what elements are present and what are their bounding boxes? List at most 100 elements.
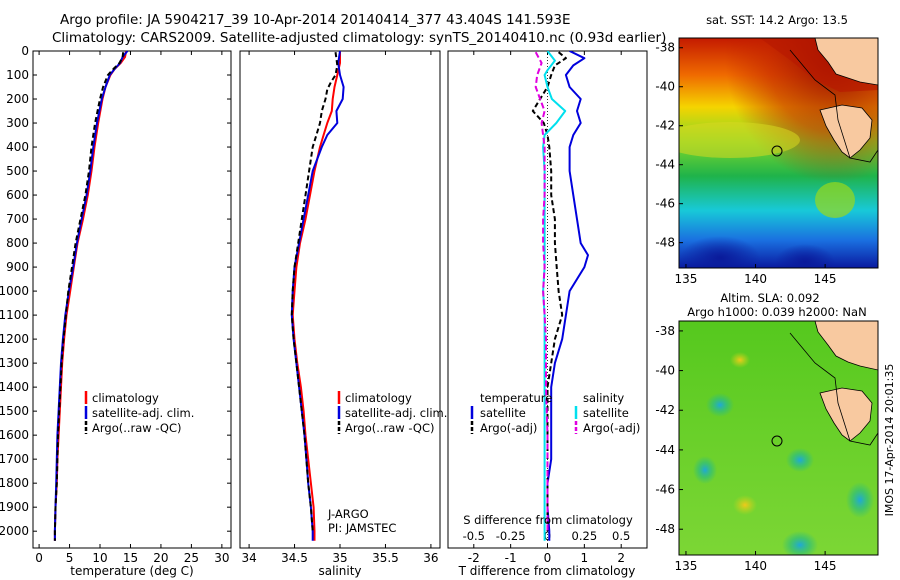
sla-low-2 [782, 531, 818, 555]
map-y-tick-label: -40 [655, 364, 675, 378]
legend-t-argo: Argo(-adj) [480, 421, 537, 435]
sst-map-frame [678, 37, 879, 269]
x-tick-label: 5 [66, 551, 74, 565]
map-y-tick-label: -48 [655, 236, 675, 250]
map-x-tick-label: 145 [814, 272, 837, 286]
sst-map-title: sat. SST: 14.2 Argo: 13.5 [706, 13, 848, 27]
s-tick-label: -0.25 [496, 529, 526, 543]
y-tick-label: 200 [6, 92, 29, 106]
map-y-tick-label: -46 [655, 197, 675, 211]
map-x-tick-label: 140 [744, 559, 767, 573]
y-tick-label: 1700 [0, 452, 29, 466]
x-tick-label: 0 [35, 551, 43, 565]
legend-title-salinity: salinity [583, 391, 624, 405]
x-tick-label: 1 [581, 551, 589, 565]
map-x-tick-label: 135 [675, 559, 698, 573]
sla-mainland-australia [814, 321, 878, 371]
title-line-1: Argo profile: JA 5904217_39 10-Apr-2014 … [60, 12, 571, 28]
x-tick-label: -1 [505, 551, 517, 565]
title-line-2: Climatology: CARS2009. Satellite-adjuste… [52, 30, 666, 46]
y-tick-label: 700 [6, 212, 29, 226]
x-tick-label: 34 [241, 551, 256, 565]
sst-mainland-australia [814, 38, 878, 86]
legend-title-temperature: temperature [480, 391, 552, 405]
x-tick-label: 20 [153, 551, 168, 565]
series-line [534, 51, 549, 532]
difference-panel: -2 -1 0 1 2 -0.5 -0.25 0 0.25 0.5 T difference fr… [447, 50, 648, 578]
sst-shelf-contour [789, 49, 878, 163]
x-tick-label: 30 [214, 551, 229, 565]
y-tick-label: 100 [6, 68, 29, 82]
sst-argo-marker [771, 145, 783, 157]
sla-high-1 [733, 495, 757, 515]
sla-tasmania [819, 387, 873, 442]
y-tick-label: 1000 [0, 284, 29, 298]
sla-map: Altim. SLA: 0.092 Argo h1000: 0.039 h200… [655, 291, 896, 573]
sst-map: sat. SST: 14.2 Argo: 13.5 135 140 145 -38 -4… [655, 13, 879, 286]
sla-low-1 [786, 448, 814, 472]
map-y-tick-label: -48 [655, 522, 675, 536]
sst-tasmania [819, 104, 873, 159]
s-tick-label: -0.5 [463, 529, 485, 543]
difference-xlabel: T difference from climatology [458, 564, 636, 578]
salinity-xlabel: salinity [318, 564, 361, 578]
series-line [291, 51, 341, 541]
map-y-tick-label: -44 [655, 158, 675, 172]
legend-satellite: satellite-adj. clim. [92, 406, 194, 420]
y-tick-label: 0 [21, 44, 29, 58]
x-tick-label: 15 [123, 551, 138, 565]
legend-climatology: climatology [92, 391, 159, 405]
salinity-axes-box [239, 50, 441, 549]
y-tick-label: 1400 [0, 380, 29, 394]
x-tick-label: 36 [423, 551, 438, 565]
sla-high-2 [730, 352, 750, 368]
temperature-panel: 0100200300400500600700800900100011001200… [0, 44, 232, 578]
map-y-tick-label: -42 [655, 403, 675, 417]
sla-argo-marker [771, 435, 783, 447]
y-tick-label: 1900 [0, 500, 29, 514]
y-tick-label: 1800 [0, 476, 29, 490]
map-y-tick-label: -44 [655, 443, 675, 457]
y-tick-label: 1600 [0, 428, 29, 442]
sst-yellow-band [679, 122, 800, 158]
legend-satellite: satellite-adj. clim. [345, 406, 447, 420]
sla-map-title: Altim. SLA: 0.092 [720, 291, 819, 305]
s-tick-label: 0.5 [612, 529, 630, 543]
x-tick-label: 25 [184, 551, 199, 565]
series-line [290, 52, 339, 532]
sla-low-5 [846, 482, 874, 518]
annotation-jargo: J-ARGO [327, 507, 369, 521]
temperature-legend: climatology satellite-adj. clim. Argo(..… [84, 391, 194, 435]
legend-s-argo: Argo(-adj) [583, 421, 640, 435]
temperature-xlabel: temperature (deg C) [70, 564, 193, 578]
map-y-tick-label: -46 [655, 483, 675, 497]
salinity-panel: 34 34.5 35 35.5 36 salinity J-ARGO PI: JAMST… [239, 50, 441, 578]
x-tick-label: -2 [468, 551, 480, 565]
x-tick-label: 0 [544, 551, 552, 565]
map-y-tick-label: -42 [655, 119, 675, 133]
map-y-tick-label: -38 [655, 324, 675, 338]
legend-t-satellite: satellite [480, 406, 526, 420]
salinity-legend: climatology satellite-adj. clim. Argo(..… [337, 391, 447, 435]
sla-low-4 [693, 456, 717, 484]
legend-climatology: climatology [345, 391, 412, 405]
x-tick-label: 10 [92, 551, 107, 565]
s-tick-label: 0 [544, 529, 551, 543]
temperature-axes-box [32, 50, 232, 549]
map-x-tick-label: 135 [675, 272, 698, 286]
y-tick-label: 300 [6, 116, 29, 130]
y-tick-label: 900 [6, 260, 29, 274]
s-tick-label: 0.25 [572, 529, 598, 543]
y-tick-label: 1300 [0, 356, 29, 370]
y-tick-label: 1500 [0, 404, 29, 418]
legend-s-satellite: satellite [583, 406, 629, 420]
y-tick-label: 600 [6, 188, 29, 202]
difference-legend: temperature salinity satellite Argo(-adj… [470, 391, 640, 435]
map-x-tick-label: 140 [744, 272, 767, 286]
map-x-tick-label: 145 [814, 559, 837, 573]
y-tick-label: 2000 [0, 524, 29, 538]
sla-shelf-contour [789, 332, 878, 446]
series-line [546, 51, 589, 541]
imos-timestamp: IMOS 17-Apr-2014 20:01:35 [883, 364, 896, 517]
y-tick-label: 1100 [0, 308, 29, 322]
